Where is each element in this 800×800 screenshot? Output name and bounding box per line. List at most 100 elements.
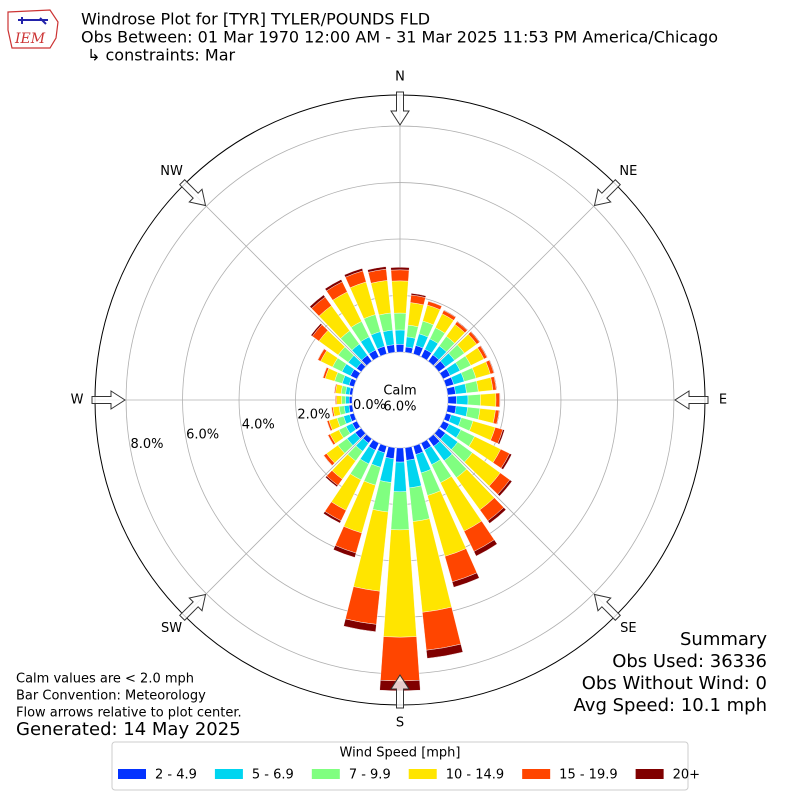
bar-segment: [327, 434, 334, 446]
generated: Generated: 14 May 2025: [16, 719, 241, 740]
bar-segment: [322, 367, 328, 379]
summary-line: Obs Without Wind: 0: [582, 673, 767, 694]
bar-segment: [493, 376, 498, 391]
r-tick-label: 2.0%: [297, 408, 330, 423]
spoke: [433, 433, 616, 616]
compass-label: W: [71, 393, 84, 408]
legend-swatch: [635, 769, 664, 779]
summary-title: Summary: [680, 629, 767, 650]
bar-segment: [330, 406, 334, 417]
bar-segment: [383, 529, 417, 638]
bar-segment: [391, 280, 409, 314]
bar-segment: [390, 491, 410, 531]
bar-segment: [480, 393, 497, 407]
compass-label: S: [396, 716, 404, 731]
bar-segment: [407, 302, 424, 328]
summary-line: Avg Speed: 10.1 mph: [574, 695, 767, 716]
bar-segment: [345, 586, 381, 625]
legend-label: 20+: [673, 768, 700, 783]
title-line: ↳ constraints: Mar: [87, 46, 235, 65]
bar-segment: [341, 395, 346, 405]
bar-segment: [497, 479, 513, 497]
bar-segment: [470, 331, 481, 343]
spoke: [184, 184, 367, 367]
bar-segment: [395, 344, 405, 353]
bar-segment: [325, 475, 339, 488]
bar-segment: [454, 405, 468, 417]
summary-line: Obs Used: 36336: [612, 651, 767, 672]
bar-segment: [497, 429, 505, 445]
note: Flow arrows relative to plot center.: [16, 706, 242, 721]
flow-arrow: [179, 179, 207, 207]
bar-segment: [390, 269, 410, 282]
r-tick-label: 6.0%: [186, 427, 219, 442]
bar-segment: [323, 511, 342, 524]
legend-label: 15 - 19.9: [559, 768, 617, 783]
bar-segment: [386, 344, 396, 354]
bar-segment: [487, 507, 507, 524]
legend-label: 2 - 4.9: [155, 768, 197, 783]
flow-arrow: [390, 674, 410, 709]
compass-label: NW: [160, 164, 183, 179]
bar-segment: [456, 395, 469, 405]
spoke: [433, 184, 616, 367]
bar-segment: [476, 377, 494, 392]
bar-segment: [447, 395, 457, 405]
flow-arrow: [179, 593, 207, 621]
bar-segment: [473, 539, 498, 557]
legend-label: 5 - 6.9: [252, 768, 294, 783]
bar-segment: [480, 345, 488, 358]
legend-swatch: [522, 769, 551, 779]
legend: 2 - 4.9 5 - 6.9 7 - 9.9 10 - 14.9 15 - 19.9 2…: [118, 768, 700, 783]
bar-segment: [343, 618, 377, 632]
logo-text: IEM: [14, 31, 46, 47]
bar-segment: [382, 329, 395, 347]
legend-title: Wind Speed [mph]: [340, 746, 461, 761]
legend-swatch: [311, 769, 340, 779]
compass-label: SW: [161, 621, 182, 636]
bar-segment: [393, 312, 407, 331]
note: Bar Convention: Meteorology: [16, 689, 206, 704]
compass-label: E: [719, 393, 727, 408]
bar-segment: [345, 395, 350, 405]
flow-arrow: [390, 91, 410, 126]
bar-segment: [488, 359, 495, 374]
bar-segment: [405, 336, 416, 349]
r-tick-label: 8.0%: [130, 437, 163, 452]
title-line: Obs Between: 01 Mar 1970 12:00 AM - 31 M…: [81, 28, 718, 47]
compass-label: SE: [620, 621, 636, 636]
bar-segment: [496, 410, 500, 425]
bar-segment: [410, 293, 427, 298]
bar-segment: [394, 329, 406, 345]
bar-segment: [348, 396, 353, 404]
legend-swatch: [214, 769, 243, 779]
legend-swatch: [118, 769, 146, 779]
r-tick-label: 4.0%: [242, 417, 275, 432]
bar-segment: [317, 348, 325, 361]
bar-segment: [367, 266, 387, 273]
bar-segment: [467, 394, 481, 406]
bar-segment: [477, 408, 496, 424]
spoke: [184, 433, 367, 616]
compass-label: N: [395, 70, 405, 85]
flow-arrow: [674, 390, 709, 410]
flow-arrow: [593, 593, 621, 621]
compass-label: NE: [619, 164, 637, 179]
bar-segment: [326, 420, 331, 432]
flow-arrow: [91, 390, 126, 410]
legend-label: 7 - 9.9: [349, 768, 391, 783]
bar-segment: [422, 606, 462, 651]
bar-segment: [446, 404, 457, 414]
bar-segment: [344, 268, 364, 278]
bar-segment: [443, 309, 457, 318]
bar-segment: [495, 392, 500, 408]
title-line: Windrose Plot for [TYR] TYLER/POUNDS FLD: [81, 10, 430, 29]
calm-label: Calm: [383, 384, 416, 399]
bar-segment: [446, 386, 456, 396]
r-tick-label: 0.0%: [353, 398, 386, 413]
flow-arrow: [593, 179, 621, 207]
bar-segment: [454, 383, 467, 395]
bar-segment: [309, 294, 326, 309]
calm-value: 6.0%: [383, 400, 416, 415]
bar-segment: [404, 446, 415, 461]
